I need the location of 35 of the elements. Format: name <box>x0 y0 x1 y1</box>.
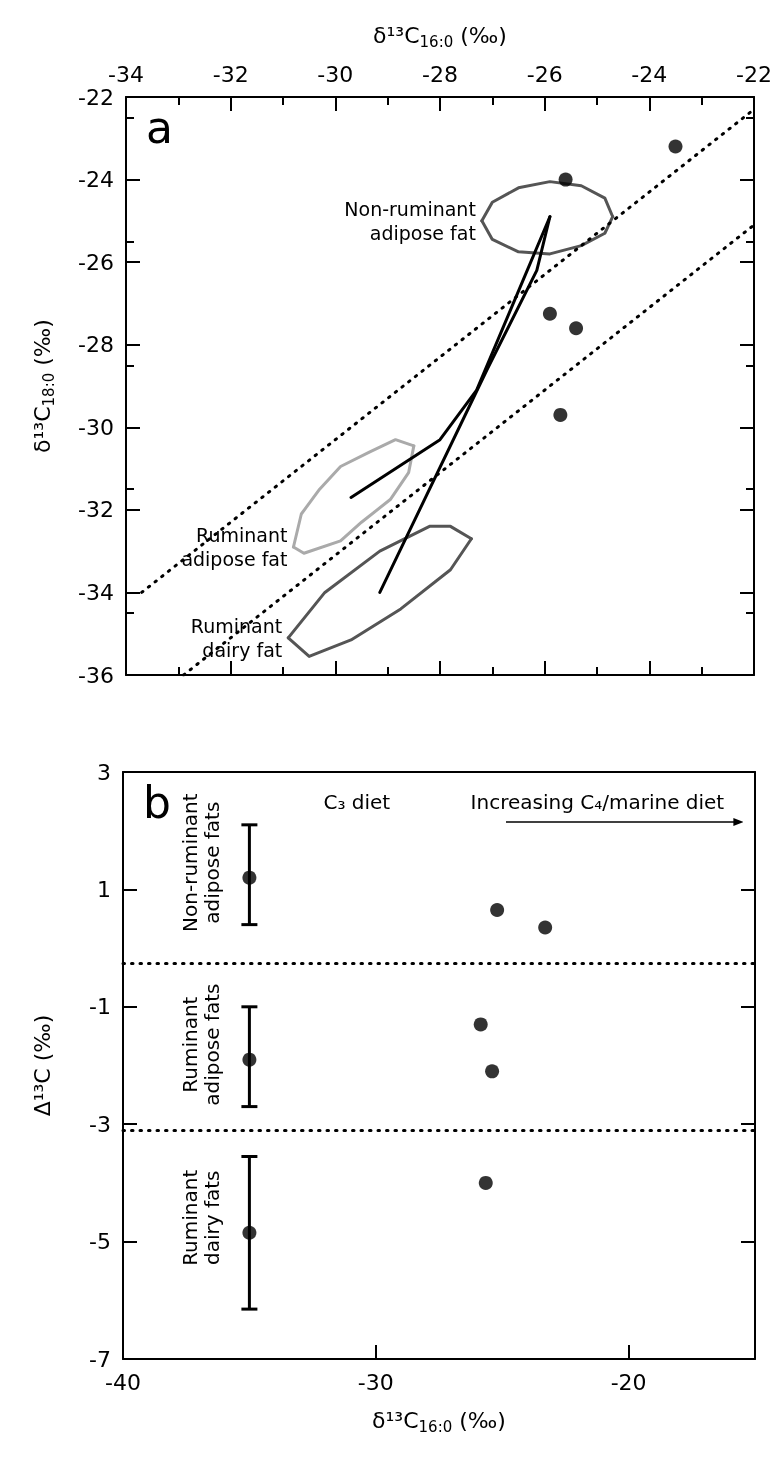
y-tick-label: -28 <box>78 332 114 358</box>
y-axis-title: Δ¹³C (‰) <box>29 1014 55 1117</box>
x-tick-label: -40 <box>105 1369 141 1395</box>
annotation: C₃ diet <box>323 790 391 814</box>
annotation: Non-ruminant adipose fats <box>178 793 225 932</box>
y-tick-label: -3 <box>89 1111 111 1137</box>
x-tick-label: -22 <box>736 61 772 87</box>
x-tick-label: -24 <box>631 61 668 87</box>
y-tick-label: 3 <box>97 759 111 785</box>
x-tick-label: -32 <box>212 61 249 87</box>
y-tick-label: -1 <box>89 994 111 1020</box>
y-tick-label: -26 <box>78 249 114 275</box>
annotation: a <box>146 101 173 153</box>
series-label: Ruminant dairy fat <box>190 614 283 661</box>
series-label: Ruminant adipose fat <box>181 524 288 571</box>
annotation: Ruminant adipose fats <box>178 983 225 1106</box>
y-tick-label: -32 <box>78 497 114 523</box>
annotation: Increasing C₄/marine diet <box>470 790 725 814</box>
y-tick-label: -30 <box>78 414 114 440</box>
y-tick-label: -5 <box>89 1229 111 1255</box>
x-tick-label: -30 <box>317 61 354 87</box>
y-tick-label: -24 <box>78 167 114 193</box>
x-tick-label: -26 <box>526 61 563 87</box>
x-tick-label: -30 <box>357 1369 394 1395</box>
x-tick-label: -28 <box>422 61 458 87</box>
y-tick-label: 1 <box>97 876 111 902</box>
series-label: Non-ruminant adipose fat <box>344 197 476 244</box>
x-tick-label: -20 <box>610 1369 647 1395</box>
y-tick-label: -34 <box>78 579 114 605</box>
annotation: b <box>143 776 171 828</box>
annotation: Ruminant dairy fats <box>178 1169 225 1266</box>
y-tick-label: -22 <box>78 84 114 110</box>
y-axis-title: δ¹³C18:0 (‰) <box>30 319 58 453</box>
y-tick-label: -7 <box>89 1346 111 1372</box>
y-tick-label: -36 <box>78 662 114 688</box>
